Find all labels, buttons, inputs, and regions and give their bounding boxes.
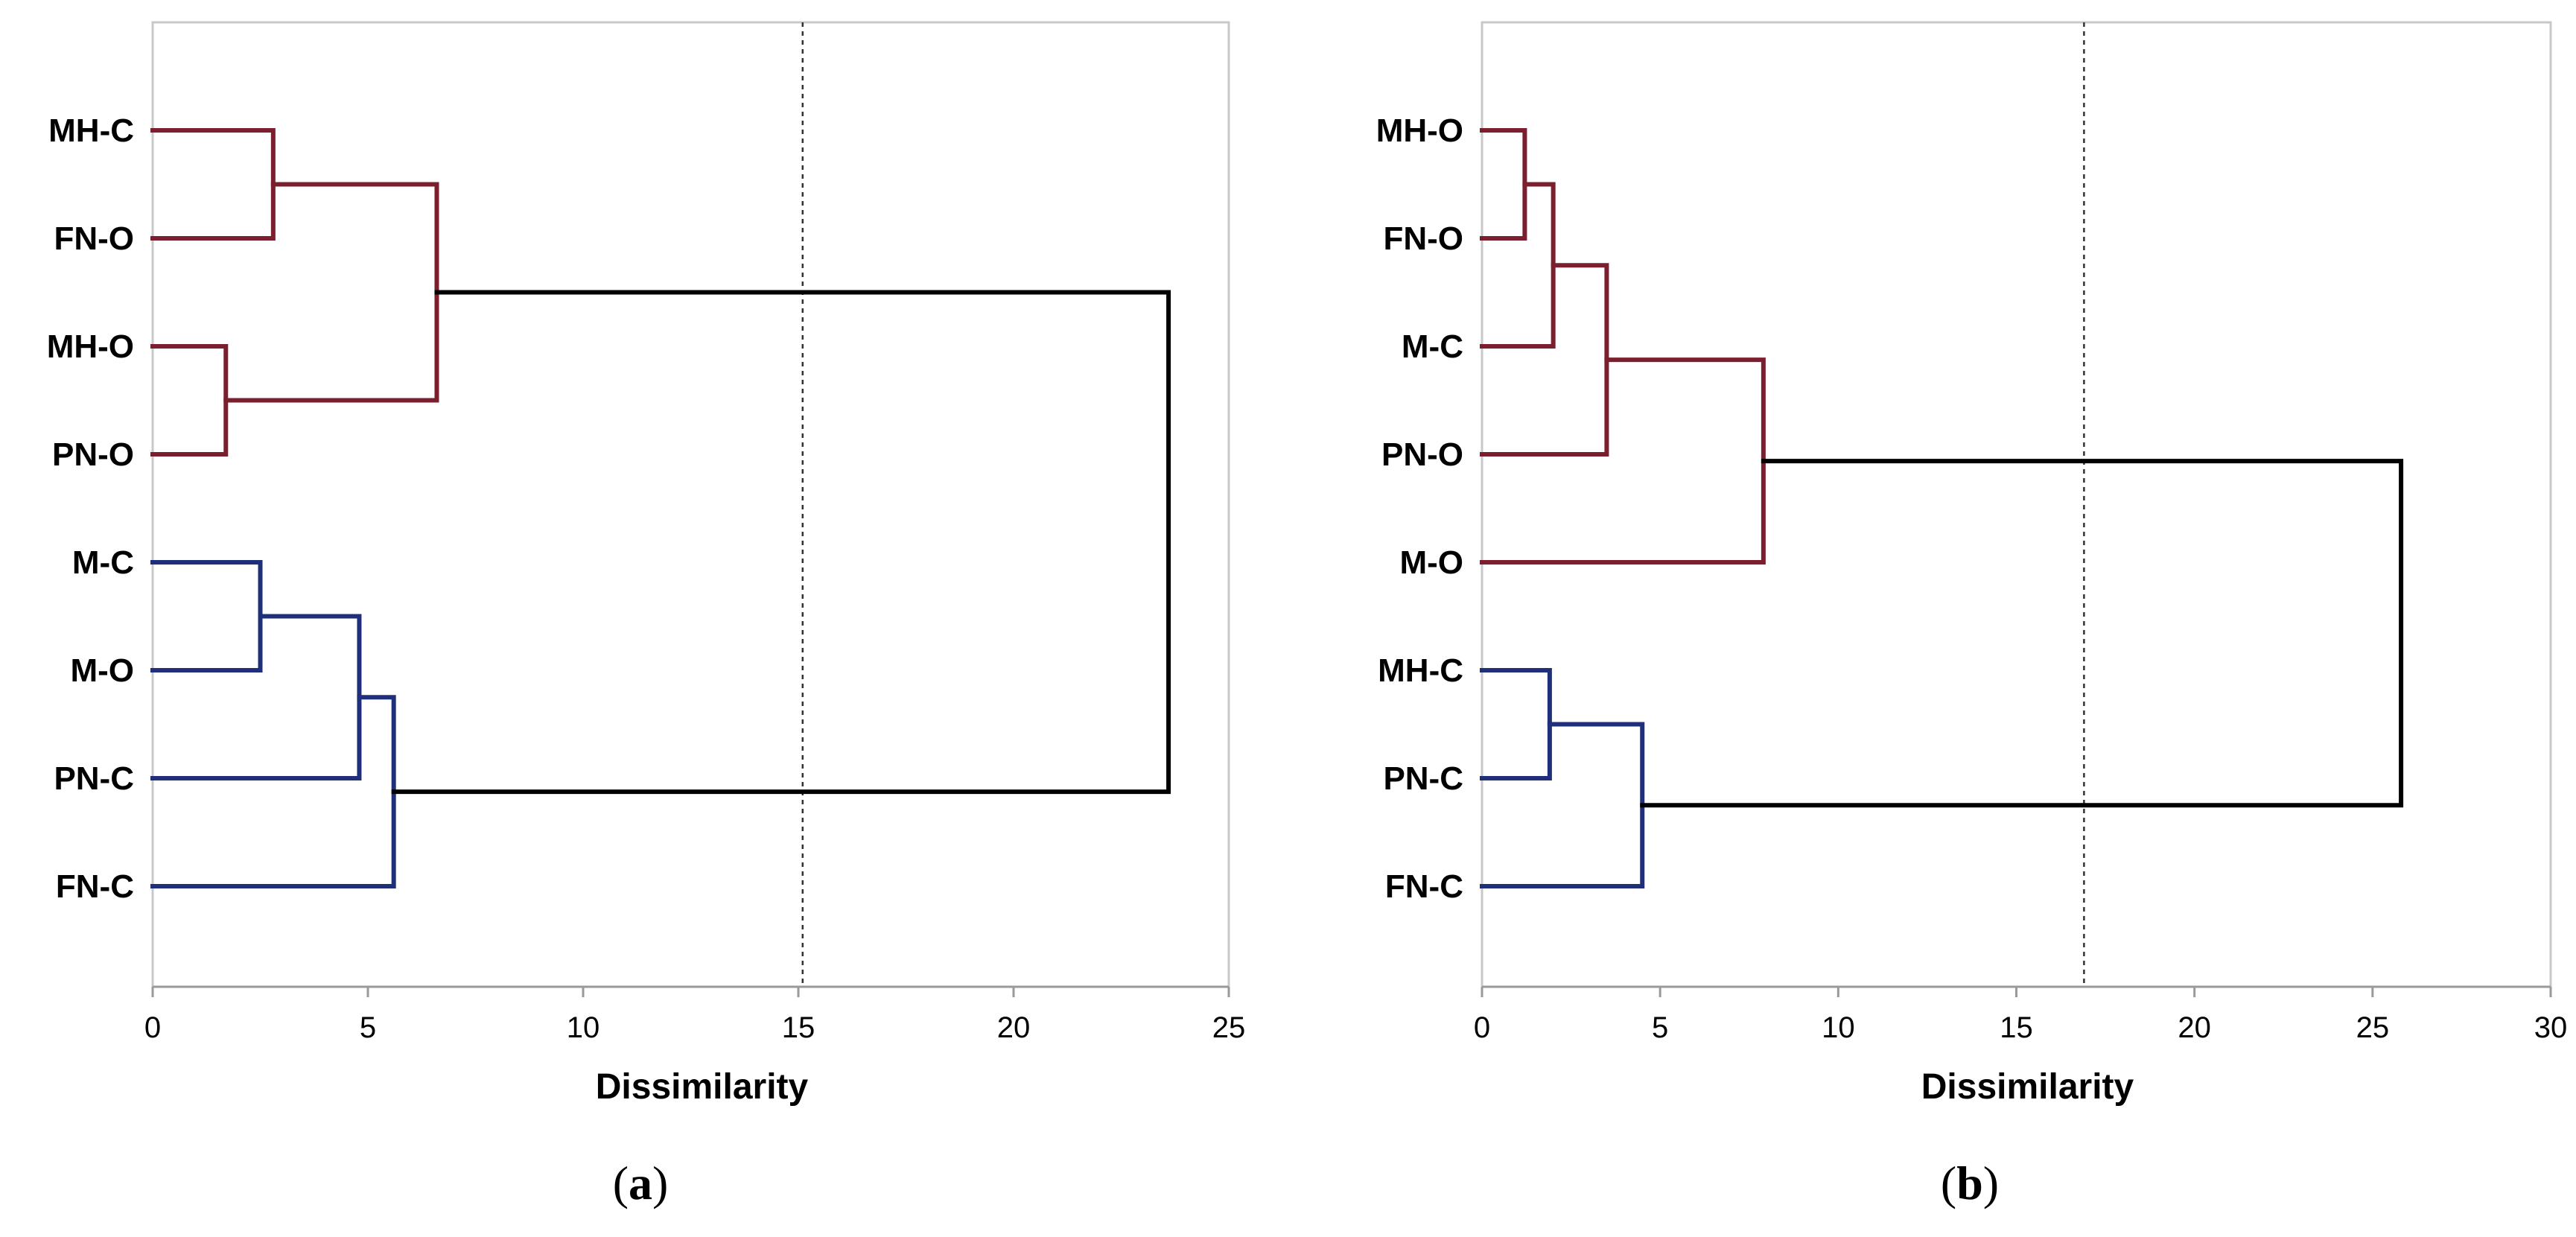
x-tick-label: 0 [144, 1011, 161, 1044]
leaf-label: M-C [72, 544, 134, 581]
leaf-label: MH-O [47, 328, 134, 365]
leaf-label: PN-O [1381, 436, 1463, 473]
x-tick-label: 25 [1212, 1011, 1246, 1044]
panel-caption: (b) [1941, 1157, 1999, 1209]
merge-link [150, 128, 276, 241]
leaf-label: M-O [1399, 544, 1463, 581]
root-merge-link [391, 290, 1171, 795]
leaf-label: MH-C [48, 112, 134, 149]
leaf-label: M-C [1402, 328, 1463, 365]
dendrogram-panel-b: 0 5 10 15 20 25 30 Dissimilarity MH-O FN-O M-C PN-O… [1376, 21, 2568, 1209]
x-axis-title: Dissimilarity [1921, 1067, 2134, 1107]
dendrogram-panel-a: 0 5 10 15 20 25 Dissimilarity MH-C FN-O MH-O PN-O M… [47, 21, 1246, 1209]
x-tick-label: 30 [2534, 1011, 2568, 1044]
leaf-label: PN-C [1383, 760, 1463, 797]
leaf-label: FN-O [54, 220, 134, 257]
panel-caption: (a) [613, 1157, 669, 1209]
x-tick-label: 5 [360, 1011, 376, 1044]
x-tick-label: 20 [2178, 1011, 2211, 1044]
x-tick-label: 0 [1474, 1011, 1490, 1044]
x-tick-label: 10 [1822, 1011, 1855, 1044]
x-tick-label: 20 [997, 1011, 1031, 1044]
merge-link [1480, 263, 1609, 457]
x-axis-title: Dissimilarity [596, 1067, 809, 1107]
leaf-label: PN-C [54, 760, 134, 797]
x-tick-label: 15 [2000, 1011, 2033, 1044]
root-merge-link [1640, 459, 2404, 808]
merge-link [1480, 722, 1645, 888]
x-tick-label: 5 [1652, 1011, 1668, 1044]
plot-frame [151, 21, 1230, 988]
leaf-label: MH-O [1376, 112, 1463, 149]
x-tick-label: 25 [2356, 1011, 2390, 1044]
leaf-label: FN-C [56, 868, 134, 905]
leaf-label: M-O [70, 652, 134, 689]
x-tick-label: 15 [782, 1011, 815, 1044]
leaf-label: MH-C [1378, 652, 1463, 689]
merge-link [150, 560, 263, 672]
merge-link [223, 182, 439, 403]
merge-link [150, 614, 362, 780]
merge-link [1480, 668, 1552, 780]
x-tick-label: 10 [567, 1011, 600, 1044]
leaf-label: PN-O [52, 436, 134, 473]
merge-link [1480, 128, 1527, 241]
merge-link [1480, 182, 1556, 349]
merge-link [1480, 357, 1766, 565]
leaf-label: FN-C [1385, 868, 1463, 905]
merge-link [150, 344, 229, 457]
leaf-label: FN-O [1383, 220, 1463, 257]
